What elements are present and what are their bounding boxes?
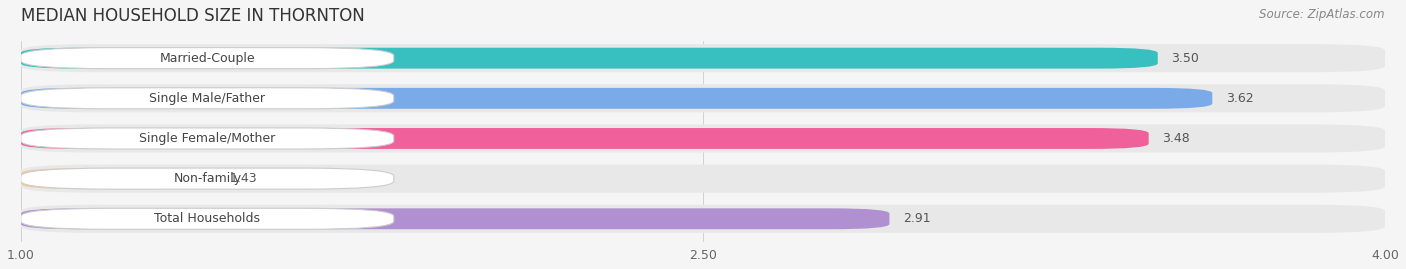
Text: Total Households: Total Households bbox=[155, 212, 260, 225]
Text: 3.50: 3.50 bbox=[1171, 52, 1199, 65]
FancyBboxPatch shape bbox=[21, 125, 1385, 153]
Text: Non-family: Non-family bbox=[173, 172, 242, 185]
Text: Married-Couple: Married-Couple bbox=[159, 52, 254, 65]
FancyBboxPatch shape bbox=[21, 88, 394, 109]
FancyBboxPatch shape bbox=[21, 44, 1385, 72]
Text: 2.91: 2.91 bbox=[903, 212, 931, 225]
FancyBboxPatch shape bbox=[21, 208, 890, 229]
FancyBboxPatch shape bbox=[21, 208, 394, 229]
Text: 3.48: 3.48 bbox=[1163, 132, 1189, 145]
Text: MEDIAN HOUSEHOLD SIZE IN THORNTON: MEDIAN HOUSEHOLD SIZE IN THORNTON bbox=[21, 7, 364, 25]
Text: 1.43: 1.43 bbox=[231, 172, 257, 185]
FancyBboxPatch shape bbox=[21, 48, 1157, 69]
FancyBboxPatch shape bbox=[21, 88, 1212, 109]
Text: 3.62: 3.62 bbox=[1226, 92, 1254, 105]
FancyBboxPatch shape bbox=[21, 48, 394, 69]
FancyBboxPatch shape bbox=[21, 168, 394, 189]
FancyBboxPatch shape bbox=[21, 168, 217, 189]
Text: Single Male/Father: Single Male/Father bbox=[149, 92, 266, 105]
FancyBboxPatch shape bbox=[21, 84, 1385, 112]
FancyBboxPatch shape bbox=[21, 128, 1149, 149]
FancyBboxPatch shape bbox=[21, 205, 1385, 233]
Text: Source: ZipAtlas.com: Source: ZipAtlas.com bbox=[1260, 8, 1385, 21]
FancyBboxPatch shape bbox=[21, 128, 394, 149]
Text: Single Female/Mother: Single Female/Mother bbox=[139, 132, 276, 145]
FancyBboxPatch shape bbox=[21, 165, 1385, 193]
